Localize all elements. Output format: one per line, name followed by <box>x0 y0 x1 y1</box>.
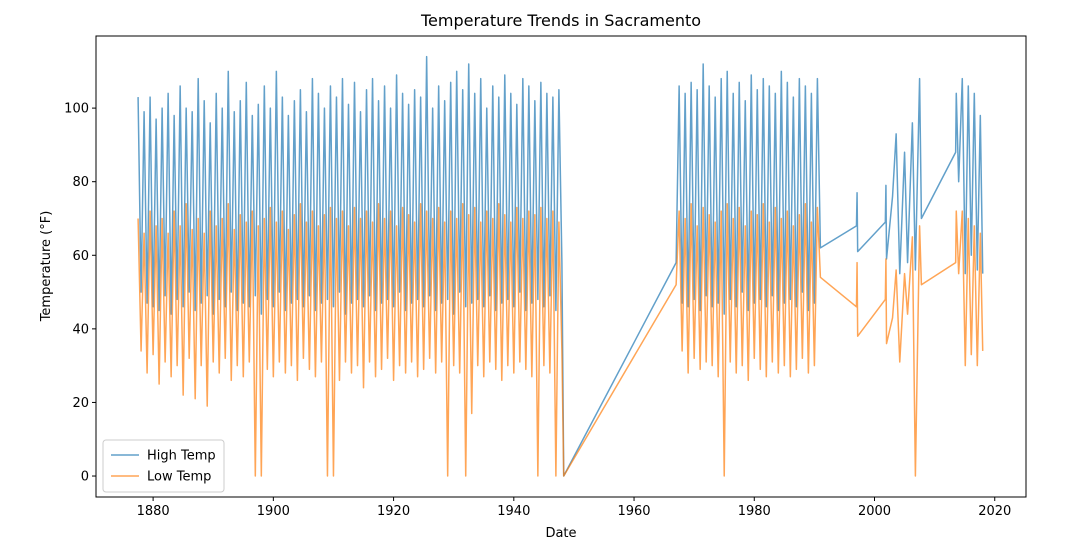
x-tick-label: 1880 <box>137 504 170 519</box>
legend-label: High Temp <box>147 449 216 464</box>
x-tick-label: 2000 <box>858 504 891 519</box>
x-tick-label: 1900 <box>257 504 290 519</box>
y-tick-label: 40 <box>72 322 89 337</box>
x-tick-label: 1960 <box>617 504 650 519</box>
y-tick-label: 100 <box>64 102 89 117</box>
x-tick-label: 2020 <box>978 504 1011 519</box>
plot-frame <box>95 35 1027 498</box>
y-tick-label: 80 <box>72 175 89 190</box>
legend: High Temp Low Temp <box>102 439 225 493</box>
legend-label: Low Temp <box>147 470 211 485</box>
line-series <box>137 55 984 477</box>
x-axis-label: Date <box>545 526 576 541</box>
y-tick-label: 60 <box>72 249 89 264</box>
legend-box <box>102 439 225 493</box>
x-tick-label: 1940 <box>497 504 530 519</box>
x-tick-label: 1920 <box>377 504 410 519</box>
y-tick-label: 0 <box>81 470 89 485</box>
y-axis-label: Temperature (°F) <box>39 211 54 323</box>
y-tick-label: 20 <box>72 396 89 411</box>
line-series <box>137 203 984 477</box>
x-tick-label: 1980 <box>738 504 771 519</box>
chart-title: Temperature Trends in Sacramento <box>420 11 701 30</box>
